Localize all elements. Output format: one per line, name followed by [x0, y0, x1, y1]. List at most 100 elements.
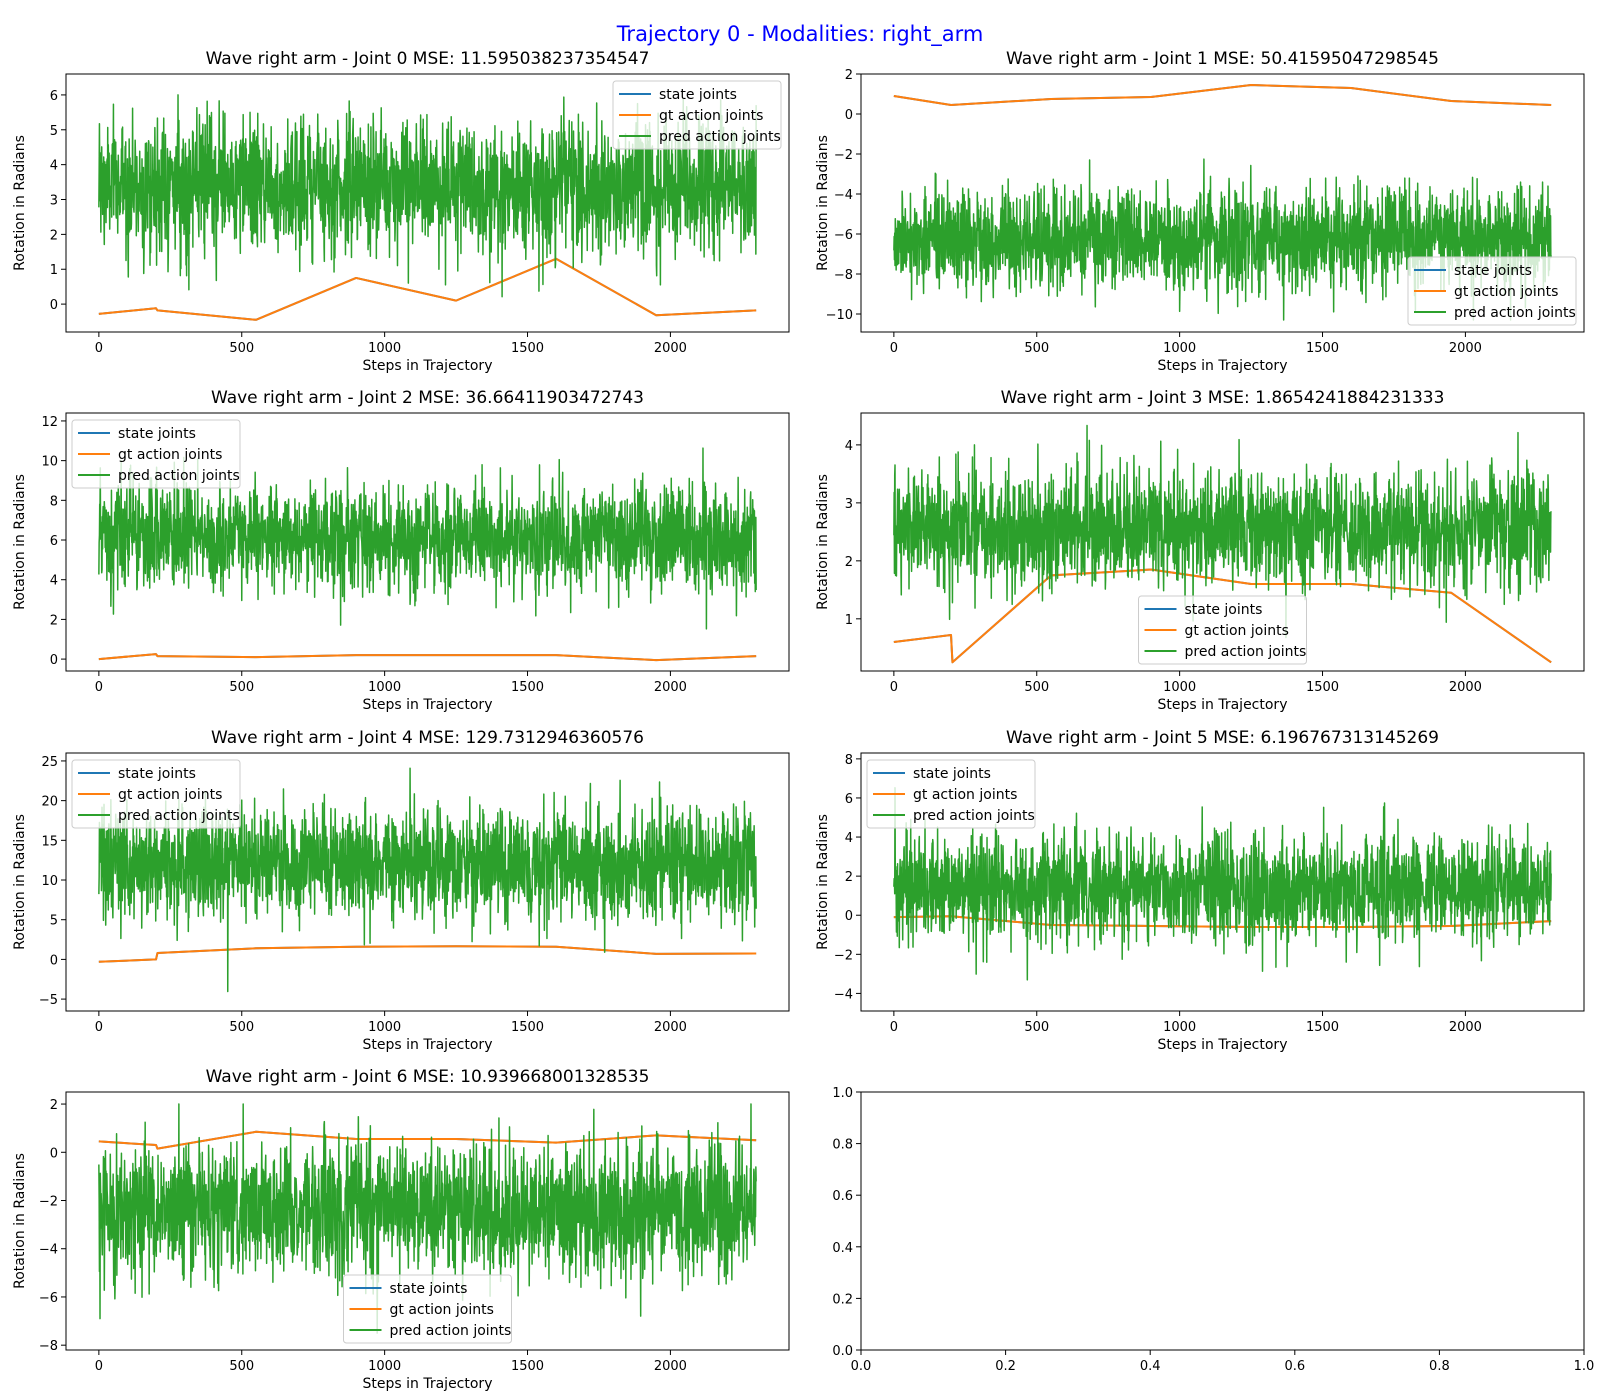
- legend-entry: state joints: [118, 766, 196, 782]
- x-tick-label: 1500: [1306, 680, 1339, 695]
- y-tick-label: 25: [41, 755, 58, 770]
- legend-entry: state joints: [659, 87, 737, 103]
- x-tick-label: 0: [890, 1020, 898, 1035]
- x-tick-label: 0.0: [851, 1359, 872, 1374]
- axes-frame: [65, 412, 790, 672]
- y-axis-label: Rotation in Radians: [12, 135, 28, 271]
- y-tick-label: 10: [41, 455, 58, 470]
- y-tick-label: 0.4: [832, 1241, 853, 1256]
- y-axis-label: Rotation in Radians: [815, 135, 831, 271]
- y-tick-label: 2: [845, 870, 853, 885]
- y-axis-label: Rotation in Radians: [815, 474, 831, 610]
- axes-frame: [860, 752, 1585, 1012]
- legend-box: [1138, 595, 1307, 665]
- legend-entry: pred action joints: [659, 129, 781, 145]
- x-tick-label: 500: [229, 680, 254, 695]
- series-line-state-joints: [98, 257, 757, 321]
- axes-frame: [65, 73, 790, 333]
- y-tick-label: −4: [834, 987, 853, 1002]
- subplot-title: Wave right arm - Joint 5 MSE: 6.19676731…: [1006, 728, 1439, 748]
- x-tick-label: 1000: [368, 1359, 401, 1374]
- x-tick-label: 1000: [368, 1020, 401, 1035]
- x-tick-label: 2000: [1449, 1020, 1482, 1035]
- y-tick-label: 4: [50, 159, 58, 174]
- x-tick-label: 2000: [654, 1020, 687, 1035]
- y-tick-label: −5: [39, 993, 58, 1008]
- x-tick-label: 0.2: [995, 1359, 1016, 1374]
- subplot-title: Wave right arm - Joint 2 MSE: 36.6641190…: [211, 388, 644, 408]
- x-tick-label: 1500: [1306, 341, 1339, 356]
- y-tick-label: 1: [50, 263, 58, 278]
- x-tick-label: 500: [1024, 680, 1049, 695]
- y-tick-label: −2: [39, 1195, 58, 1210]
- legend-entry: pred action joints: [1185, 644, 1307, 660]
- axes-frame: [65, 1091, 790, 1351]
- y-tick-label: 5: [50, 914, 58, 929]
- x-tick-label: 2000: [1449, 341, 1482, 356]
- y-tick-label: 15: [41, 834, 58, 849]
- x-tick-label: 2000: [654, 341, 687, 356]
- y-tick-label: 0: [50, 298, 58, 313]
- y-axis-label: Rotation in Radians: [12, 1153, 28, 1289]
- x-tick-label: 2000: [1449, 680, 1482, 695]
- subplot-title: Wave right arm - Joint 0 MSE: 11.5950382…: [206, 49, 650, 69]
- legend-entry: gt action joints: [659, 108, 763, 124]
- axes-frame: [65, 752, 790, 1012]
- series-line-pred-action-joints: [98, 1103, 757, 1334]
- y-tick-label: 0.2: [832, 1292, 853, 1307]
- series-line-gt-action-joints: [893, 84, 1552, 106]
- legend-entry: pred action joints: [118, 468, 240, 484]
- legend: state joints gt action joints pred action …: [866, 759, 1036, 829]
- legend-entry: pred action joints: [118, 808, 240, 824]
- x-tick-label: 0.4: [1140, 1359, 1161, 1374]
- plot-area: [98, 1103, 757, 1334]
- axes-frame: [860, 1091, 1585, 1351]
- axes-frame: [860, 73, 1585, 333]
- legend-entry: gt action joints: [913, 787, 1017, 803]
- legend-box: [71, 759, 241, 829]
- x-axis-label: Steps in Trajectory: [1158, 697, 1288, 713]
- y-tick-label: −8: [39, 1339, 58, 1354]
- legend-box: [866, 759, 1036, 829]
- legend: state joints gt action joints pred action …: [71, 759, 241, 829]
- series-line-gt-action-joints: [98, 257, 757, 321]
- x-tick-label: 500: [1024, 1020, 1049, 1035]
- series-line-pred-action-joints: [893, 158, 1552, 321]
- x-tick-label: 1000: [1163, 341, 1196, 356]
- subplot-title: Wave right arm - Joint 4 MSE: 129.731294…: [211, 728, 644, 748]
- series-line-pred-action-joints: [893, 786, 1552, 981]
- x-tick-label: 0.6: [1284, 1359, 1305, 1374]
- subplot-title: Wave right arm - Joint 3 MSE: 1.86542418…: [1001, 388, 1445, 408]
- y-tick-label: −8: [834, 268, 853, 283]
- y-tick-label: 3: [845, 497, 853, 512]
- legend: state joints gt action joints pred action …: [1407, 256, 1577, 326]
- x-tick-label: 1500: [511, 680, 544, 695]
- x-tick-label: 1000: [368, 680, 401, 695]
- y-tick-label: 4: [845, 439, 853, 454]
- y-tick-label: 6: [50, 89, 58, 104]
- x-tick-label: 1500: [511, 341, 544, 356]
- plot-area: [98, 767, 757, 993]
- subplot-6: Wave right arm - Joint 6 MSE: 10.9396680…: [12, 1067, 790, 1392]
- y-tick-label: 8: [50, 494, 58, 509]
- y-tick-label: −6: [834, 228, 853, 243]
- x-tick-label: 500: [229, 1359, 254, 1374]
- x-tick-label: 1500: [1306, 1020, 1339, 1035]
- legend-entry: state joints: [1185, 602, 1263, 618]
- legend-entry: gt action joints: [118, 447, 222, 463]
- series-line-pred-action-joints: [893, 424, 1552, 639]
- y-axis-label: Rotation in Radians: [12, 474, 28, 610]
- x-tick-label: 0: [95, 680, 103, 695]
- legend-entry: gt action joints: [1185, 623, 1289, 639]
- legend-entry: gt action joints: [1454, 284, 1558, 300]
- plot-area: [893, 786, 1552, 981]
- y-tick-label: −10: [826, 308, 853, 323]
- y-tick-label: 0.8: [832, 1138, 853, 1153]
- y-tick-label: 0: [50, 653, 58, 668]
- y-tick-label: 0: [845, 909, 853, 924]
- legend-box: [612, 80, 782, 150]
- y-tick-label: 10: [41, 874, 58, 889]
- x-axis-label: Steps in Trajectory: [363, 1037, 493, 1053]
- y-tick-label: 2: [50, 228, 58, 243]
